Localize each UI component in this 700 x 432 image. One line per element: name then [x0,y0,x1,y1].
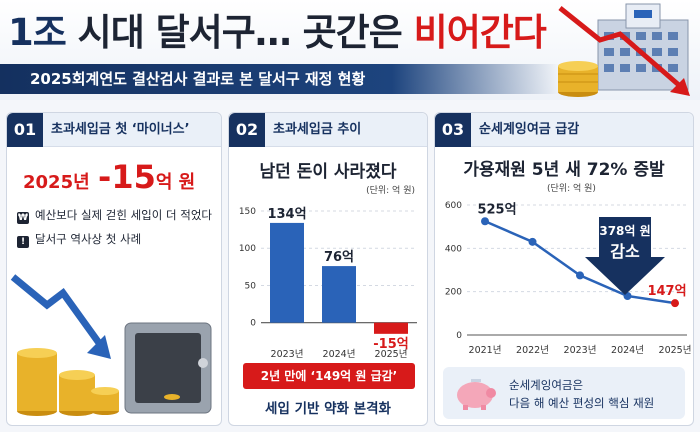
panel-title: 초과세입금 추이 [273,122,362,137]
panel-number: 02 [229,113,265,147]
x-tick-label: 2025년 [375,349,408,360]
big-figure-value: -15 [98,158,156,196]
falling-arrow-icon [558,6,690,96]
coin-stacks-icon [17,348,119,416]
bullet-text: 예산보다 실제 걷힌 세입이 더 적었다 [35,208,212,222]
y-tick-label: 0 [456,331,462,341]
x-tick-label: 2022년 [516,345,549,356]
line-chart: 0 200 400 600 525억 2021년 2022년 2023년 2024년 147억 20… [445,201,692,356]
panel-surplus-trend: 02 초과세입금 추이 남던 돈이 사라졌다 (단위: 억 원) 0 50 100 1… [228,112,428,426]
header-illustration [558,3,690,97]
panel-header: 02 초과세입금 추이 [229,113,427,147]
piggy-bank-icon [457,379,496,410]
x-tick-label: 2023년 [271,349,304,360]
down-arrow-icon [10,274,111,359]
data-label: 134억 [267,207,306,222]
data-point [671,299,679,308]
coins-icon [558,61,598,97]
data-point [528,237,537,246]
unit-label: (단위: 억 원) [547,184,596,194]
x-tick-label: 2021년 [469,345,502,356]
panel-surplus-minus: 01 초과세입금 첫 ‘마이너스’ 2025년 -15억 원 ₩ 예산보다 실제 … [6,112,222,426]
x-tick-label: 2024년 [323,349,356,360]
y-tick-label: 0 [250,319,256,329]
data-label: 147억 [647,284,686,299]
bar [322,266,356,323]
panel1-illustration [10,274,212,416]
callout-arrow-shape [585,217,665,295]
highlight-banner: 2년 만에 ‘149억 원 급감’ [243,363,415,389]
panel-title: 초과세입금 첫 ‘마이너스’ [51,122,190,137]
headline: 1조 시대 달서구… 곳간은 비어간다 [8,8,547,58]
data-point [481,217,489,226]
unit-label: (단위: 억 원) [366,186,415,196]
bullet-text: 달서구 역사상 첫 사례 [35,232,142,246]
panel-subtitle: 가용재원 5년 새 72% 증발 [463,160,665,180]
big-figure-year: 2025년 [23,172,90,193]
x-tick-label: 2025년 [659,345,692,356]
x-tick-label: 2023년 [564,345,597,356]
panel-footnote: 세입 기반 약화 본격화 [265,401,391,417]
panel-header: 01 초과세입금 첫 ‘마이너스’ [7,113,221,147]
data-label: 76억 [324,250,354,265]
y-tick-label: 100 [239,244,256,254]
bar [374,322,408,334]
panel-subtitle: 남던 돈이 사라졌다 [259,162,397,182]
headline-part2: 시대 달서구… 곳간은 [65,11,414,54]
bullet-item: ! 달서구 역사상 첫 사례 [17,231,141,248]
decrease-callout: 378억 원 감소 [585,217,665,295]
headline-part3: 비어간다 [413,11,547,54]
big-figure: 2025년 -15억 원 [23,157,195,203]
data-label: -15억 [373,337,408,352]
y-tick-label: 600 [445,201,462,211]
headline-part1: 1조 [8,11,67,54]
data-point [576,271,584,280]
subtitle-bar: 2025회계연도 결산검사 결과로 본 달서구 재정 현황 [0,64,560,94]
panel-number: 03 [435,113,471,147]
panel-title: 순세계잉여금 급감 [479,122,580,137]
panel-net-surplus: 03 순세계잉여금 급감 가용재원 5년 새 72% 증발 (단위: 억 원) … [434,112,694,426]
y-tick-label: 200 [445,288,462,298]
panel-number: 01 [7,113,43,147]
y-tick-label: 50 [245,281,257,291]
info-box: 순세계잉여금은 다음 해 예산 편성의 핵심 재원 [443,367,685,419]
building-icon [597,3,689,91]
data-label: 525억 [477,202,516,217]
info-line: 순세계잉여금은 [509,378,584,392]
moneybag-icon: ₩ [17,212,29,224]
bullet-item: ₩ 예산보다 실제 걷힌 세입이 더 적었다 [17,207,212,224]
callout-label: 감소 [610,242,640,261]
exclamation-icon: ! [17,236,29,248]
callout-value: 378억 원 [599,224,650,238]
empty-safe-icon [124,322,212,414]
x-tick-label: 2024년 [611,345,644,356]
y-tick-label: 400 [445,244,462,254]
y-tick-label: 150 [239,207,256,217]
bar [270,222,304,323]
info-line: 다음 해 예산 편성의 핵심 재원 [509,396,655,410]
big-figure-unit: 억 원 [155,172,196,193]
header: 1조 시대 달서구… 곳간은 비어간다 2025회계연도 결산검사 결과로 본 … [0,0,700,100]
panel-header: 03 순세계잉여금 급감 [435,113,693,147]
